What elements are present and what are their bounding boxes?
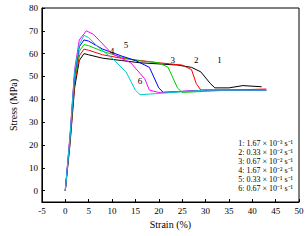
svg-text:50: 50 <box>295 206 305 216</box>
svg-text:0: 0 <box>63 206 68 216</box>
svg-text:3: 0.67 × 10⁻² s⁻¹: 3: 0.67 × 10⁻² s⁻¹ <box>238 157 293 166</box>
svg-text:25: 25 <box>178 206 188 216</box>
svg-text:6: 0.67 × 10⁻¹ s⁻¹: 6: 0.67 × 10⁻¹ s⁻¹ <box>238 184 293 193</box>
svg-text:3: 3 <box>171 55 176 65</box>
svg-text:0: 0 <box>33 186 38 196</box>
svg-text:40: 40 <box>248 206 258 216</box>
svg-text:30: 30 <box>29 117 39 127</box>
svg-text:80: 80 <box>29 3 39 13</box>
svg-text:-5: -5 <box>38 206 46 216</box>
svg-text:5: 5 <box>86 206 91 216</box>
svg-text:1: 1 <box>217 55 222 65</box>
svg-text:40: 40 <box>29 94 39 104</box>
svg-text:35: 35 <box>224 206 234 216</box>
svg-text:2: 0.33 × 10⁻² s⁻¹: 2: 0.33 × 10⁻² s⁻¹ <box>238 148 293 157</box>
svg-text:2: 2 <box>194 55 199 65</box>
svg-text:70: 70 <box>29 26 39 36</box>
svg-text:Strain (%): Strain (%) <box>150 219 191 231</box>
svg-text:30: 30 <box>201 206 211 216</box>
svg-text:20: 20 <box>154 206 164 216</box>
svg-text:10: 10 <box>29 163 39 173</box>
svg-text:50: 50 <box>29 71 39 81</box>
svg-text:15: 15 <box>131 206 141 216</box>
svg-text:Stress (MPa): Stress (MPa) <box>8 79 20 131</box>
svg-text:5: 0.33 × 10⁻¹ s⁻¹: 5: 0.33 × 10⁻¹ s⁻¹ <box>238 175 293 184</box>
svg-text:1: 1.67 × 10⁻³ s⁻¹: 1: 1.67 × 10⁻³ s⁻¹ <box>238 139 293 148</box>
svg-text:4: 4 <box>110 46 115 56</box>
svg-text:6: 6 <box>138 76 143 86</box>
svg-text:5: 5 <box>124 40 129 50</box>
svg-text:20: 20 <box>29 140 39 150</box>
svg-text:45: 45 <box>271 206 281 216</box>
svg-text:60: 60 <box>29 49 39 59</box>
svg-text:4: 1.67 × 10⁻² s⁻¹: 4: 1.67 × 10⁻² s⁻¹ <box>238 166 293 175</box>
svg-text:10: 10 <box>108 206 118 216</box>
